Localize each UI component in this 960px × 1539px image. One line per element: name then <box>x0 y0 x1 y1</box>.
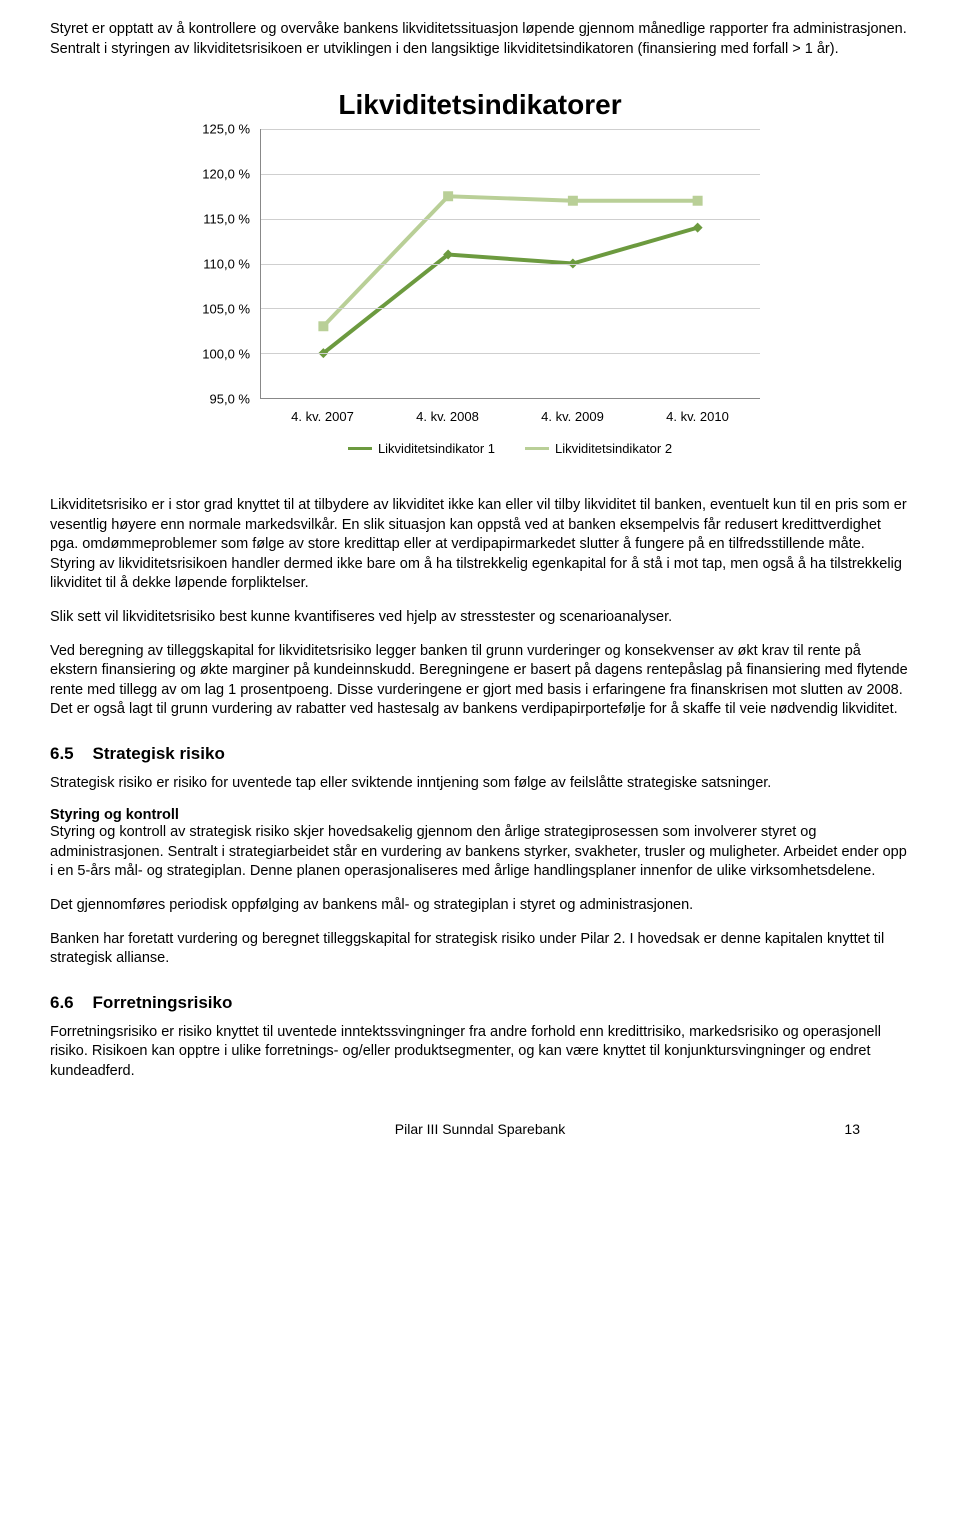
section-6-5-heading: 6.5 Strategisk risiko <box>50 744 910 764</box>
intro-paragraph: Styret er opptatt av å kontrollere og ov… <box>50 20 910 59</box>
legend-item: Likviditetsindikator 1 <box>348 441 495 456</box>
x-tick-label: 4. kv. 2010 <box>635 404 760 429</box>
section-number: 6.5 <box>50 744 74 763</box>
section-6-5-subheading: Styring og kontroll <box>50 807 910 823</box>
y-tick-label: 125,0 % <box>202 122 250 137</box>
body-paragraph-3: Ved beregning av tilleggskapital for lik… <box>50 642 910 720</box>
gridline <box>261 264 760 265</box>
y-tick-label: 110,0 % <box>203 257 250 272</box>
section-number: 6.6 <box>50 993 74 1012</box>
x-tick-label: 4. kv. 2009 <box>510 404 635 429</box>
section-6-6-para-1: Forretningsrisiko er risiko knyttet til … <box>50 1023 910 1082</box>
y-tick-label: 105,0 % <box>202 302 250 317</box>
x-tick-label: 4. kv. 2008 <box>385 404 510 429</box>
section-6-5-para-3: Det gjennomføres periodisk oppfølging av… <box>50 896 910 916</box>
section-6-5-para-1: Strategisk risiko er risiko for uventede… <box>50 774 910 794</box>
legend-item: Likviditetsindikator 2 <box>525 441 672 456</box>
footer-center-text: Pilar III Sunndal Sparebank <box>50 1121 910 1137</box>
y-tick-label: 95,0 % <box>210 392 250 407</box>
page-footer: Pilar III Sunndal Sparebank 13 <box>50 1121 910 1137</box>
chart-area: 95,0 %100,0 %105,0 %110,0 %115,0 %120,0 … <box>260 129 760 429</box>
series-marker <box>568 196 578 206</box>
gridline <box>261 174 760 175</box>
gridline <box>261 353 760 354</box>
section-title: Strategisk risiko <box>93 744 225 763</box>
gridline <box>261 129 760 130</box>
section-6-5-para-4: Banken har foretatt vurdering og beregne… <box>50 930 910 969</box>
chart-container: Likviditetsindikatorer 95,0 %100,0 %105,… <box>200 89 760 456</box>
y-tick-label: 100,0 % <box>202 347 250 362</box>
gridline <box>261 308 760 309</box>
chart-legend: Likviditetsindikator 1 Likviditetsindikat… <box>260 441 760 456</box>
series-line <box>323 228 697 354</box>
plot-region <box>260 129 760 399</box>
series-marker <box>693 196 703 206</box>
x-tick-label: 4. kv. 2007 <box>260 404 385 429</box>
x-axis-labels: 4. kv. 20074. kv. 20084. kv. 20094. kv. … <box>260 404 760 429</box>
series-marker <box>443 191 453 201</box>
y-tick-label: 115,0 % <box>203 212 250 227</box>
gridline <box>261 219 760 220</box>
body-paragraph-2: Slik sett vil likviditetsrisiko best kun… <box>50 608 910 628</box>
chart-title: Likviditetsindikatorer <box>200 89 760 121</box>
body-paragraph-1: Likviditetsrisiko er i stor grad knyttet… <box>50 496 910 594</box>
section-6-6-heading: 6.6 Forretningsrisiko <box>50 993 910 1013</box>
legend-label: Likviditetsindikator 2 <box>555 441 672 456</box>
series-marker <box>318 321 328 331</box>
legend-label: Likviditetsindikator 1 <box>378 441 495 456</box>
footer-page-number: 13 <box>844 1121 860 1137</box>
section-title: Forretningsrisiko <box>93 993 233 1012</box>
legend-swatch <box>348 447 372 450</box>
y-tick-label: 120,0 % <box>202 167 250 182</box>
series-marker <box>693 223 703 233</box>
section-6-5-para-2: Styring og kontroll av strategisk risiko… <box>50 823 910 882</box>
y-axis: 95,0 %100,0 %105,0 %110,0 %115,0 %120,0 … <box>200 129 255 399</box>
legend-swatch <box>525 447 549 450</box>
